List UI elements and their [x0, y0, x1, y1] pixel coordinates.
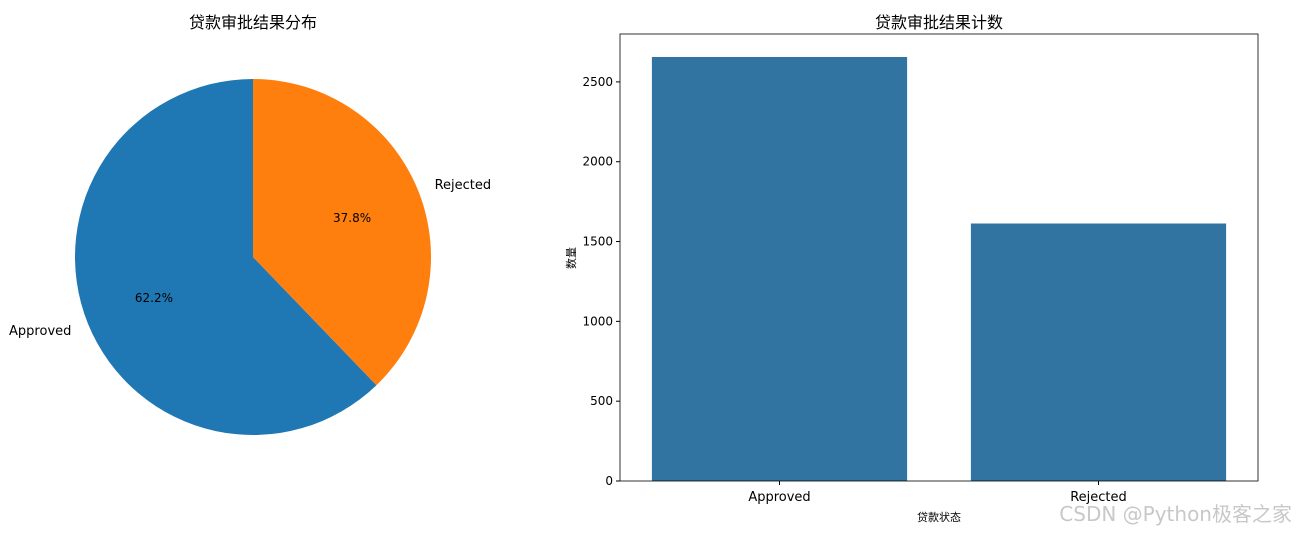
pie-chart-title: 贷款审批结果分布	[189, 13, 317, 32]
pie-slice-rejected	[253, 79, 431, 386]
pie-percent-rejected: 37.8%	[333, 211, 371, 225]
x-axis-label: 贷款状态	[917, 510, 961, 524]
y-tick-label: 1000	[582, 314, 613, 328]
y-tick-label: 500	[590, 394, 613, 408]
bar-rejected	[970, 223, 1227, 481]
y-axis-ticks: 0 500 1000 1500 2000 2500	[582, 75, 620, 488]
pie-chart: 贷款审批结果分布 Approved Rejected 62.2% 37.8%	[9, 13, 491, 435]
y-axis-label: 数量	[565, 247, 578, 269]
bar-chart: 贷款审批结果计数 0 500 1000 1500 2000 2500 Approved Re…	[565, 13, 1259, 524]
y-tick-label: 2500	[582, 75, 613, 89]
pie-percent-approved: 62.2%	[135, 291, 173, 305]
pie-label-rejected: Rejected	[435, 178, 492, 193]
y-tick-label: 2000	[582, 155, 613, 169]
y-tick-label: 1500	[582, 235, 613, 249]
x-axis-ticks: Approved Rejected	[748, 481, 1127, 505]
bar-axes-frame	[619, 33, 1259, 482]
watermark-text: CSDN @Python极客之家	[1059, 502, 1292, 526]
pie-slice-approved	[75, 79, 377, 435]
y-tick-label: 0	[605, 474, 613, 488]
pie-label-approved: Approved	[9, 324, 71, 339]
x-tick-label: Rejected	[1070, 490, 1127, 505]
x-tick-label: Approved	[748, 490, 810, 505]
bar-series	[651, 56, 1227, 481]
bar-chart-title: 贷款审批结果计数	[875, 13, 1003, 32]
bar-approved	[651, 56, 908, 481]
